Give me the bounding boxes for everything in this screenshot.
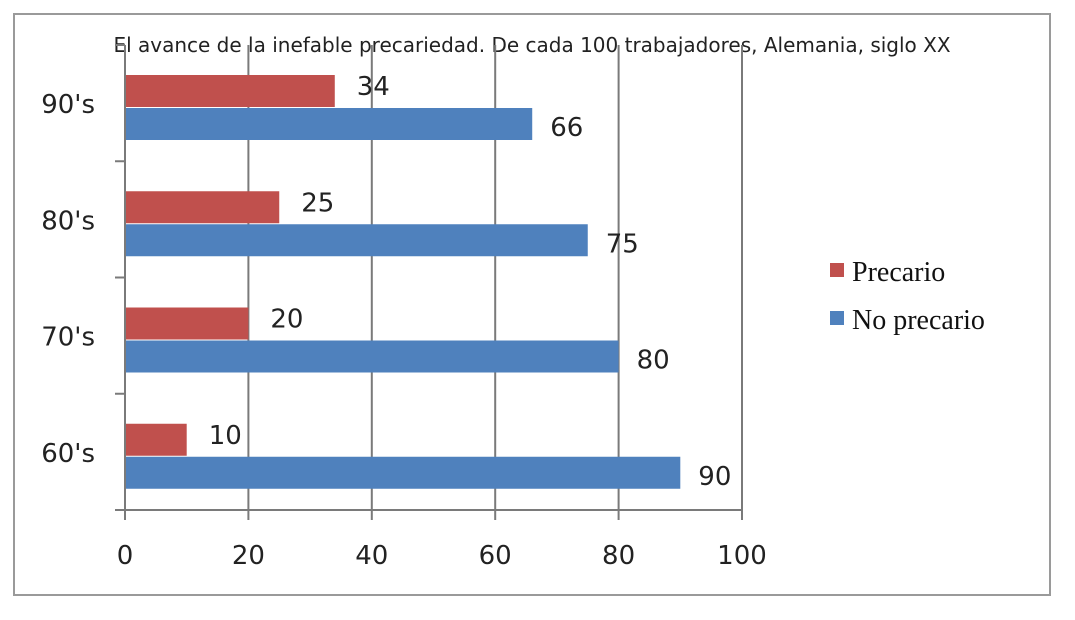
bar-no-precario bbox=[125, 340, 619, 373]
x-tick-label: 0 bbox=[117, 541, 134, 571]
data-label: 80 bbox=[637, 346, 670, 376]
legend-swatch bbox=[830, 311, 844, 325]
bar-precario bbox=[125, 423, 187, 456]
y-tick-label: 60's bbox=[41, 439, 95, 469]
data-label: 10 bbox=[209, 421, 242, 451]
data-label: 75 bbox=[606, 229, 639, 259]
chart-frame bbox=[13, 13, 1051, 596]
data-label: 90 bbox=[698, 462, 731, 492]
y-tick-label: 70's bbox=[41, 323, 95, 353]
x-tick-label: 60 bbox=[479, 541, 512, 571]
data-label: 66 bbox=[550, 113, 583, 143]
data-label: 20 bbox=[270, 305, 303, 335]
x-tick-label: 20 bbox=[232, 541, 265, 571]
x-tick-label: 40 bbox=[355, 541, 388, 571]
chart-title: El avance de la inefable precariedad. De… bbox=[113, 33, 950, 57]
y-tick-label: 80's bbox=[41, 206, 95, 236]
legend-label: Precario bbox=[852, 257, 945, 288]
legend-swatch bbox=[830, 263, 844, 277]
data-label: 34 bbox=[357, 72, 390, 102]
legend-label: No precario bbox=[852, 305, 985, 336]
bar-no-precario bbox=[125, 456, 681, 489]
bar-precario bbox=[125, 307, 249, 340]
y-tick-label: 90's bbox=[41, 90, 95, 120]
x-tick-label: 80 bbox=[602, 541, 635, 571]
bar-precario bbox=[125, 75, 335, 107]
bar-no-precario bbox=[125, 224, 588, 257]
bar-precario bbox=[125, 191, 280, 224]
bar-no-precario bbox=[125, 108, 533, 140]
data-label: 25 bbox=[301, 188, 334, 218]
x-tick-label: 100 bbox=[717, 541, 767, 571]
